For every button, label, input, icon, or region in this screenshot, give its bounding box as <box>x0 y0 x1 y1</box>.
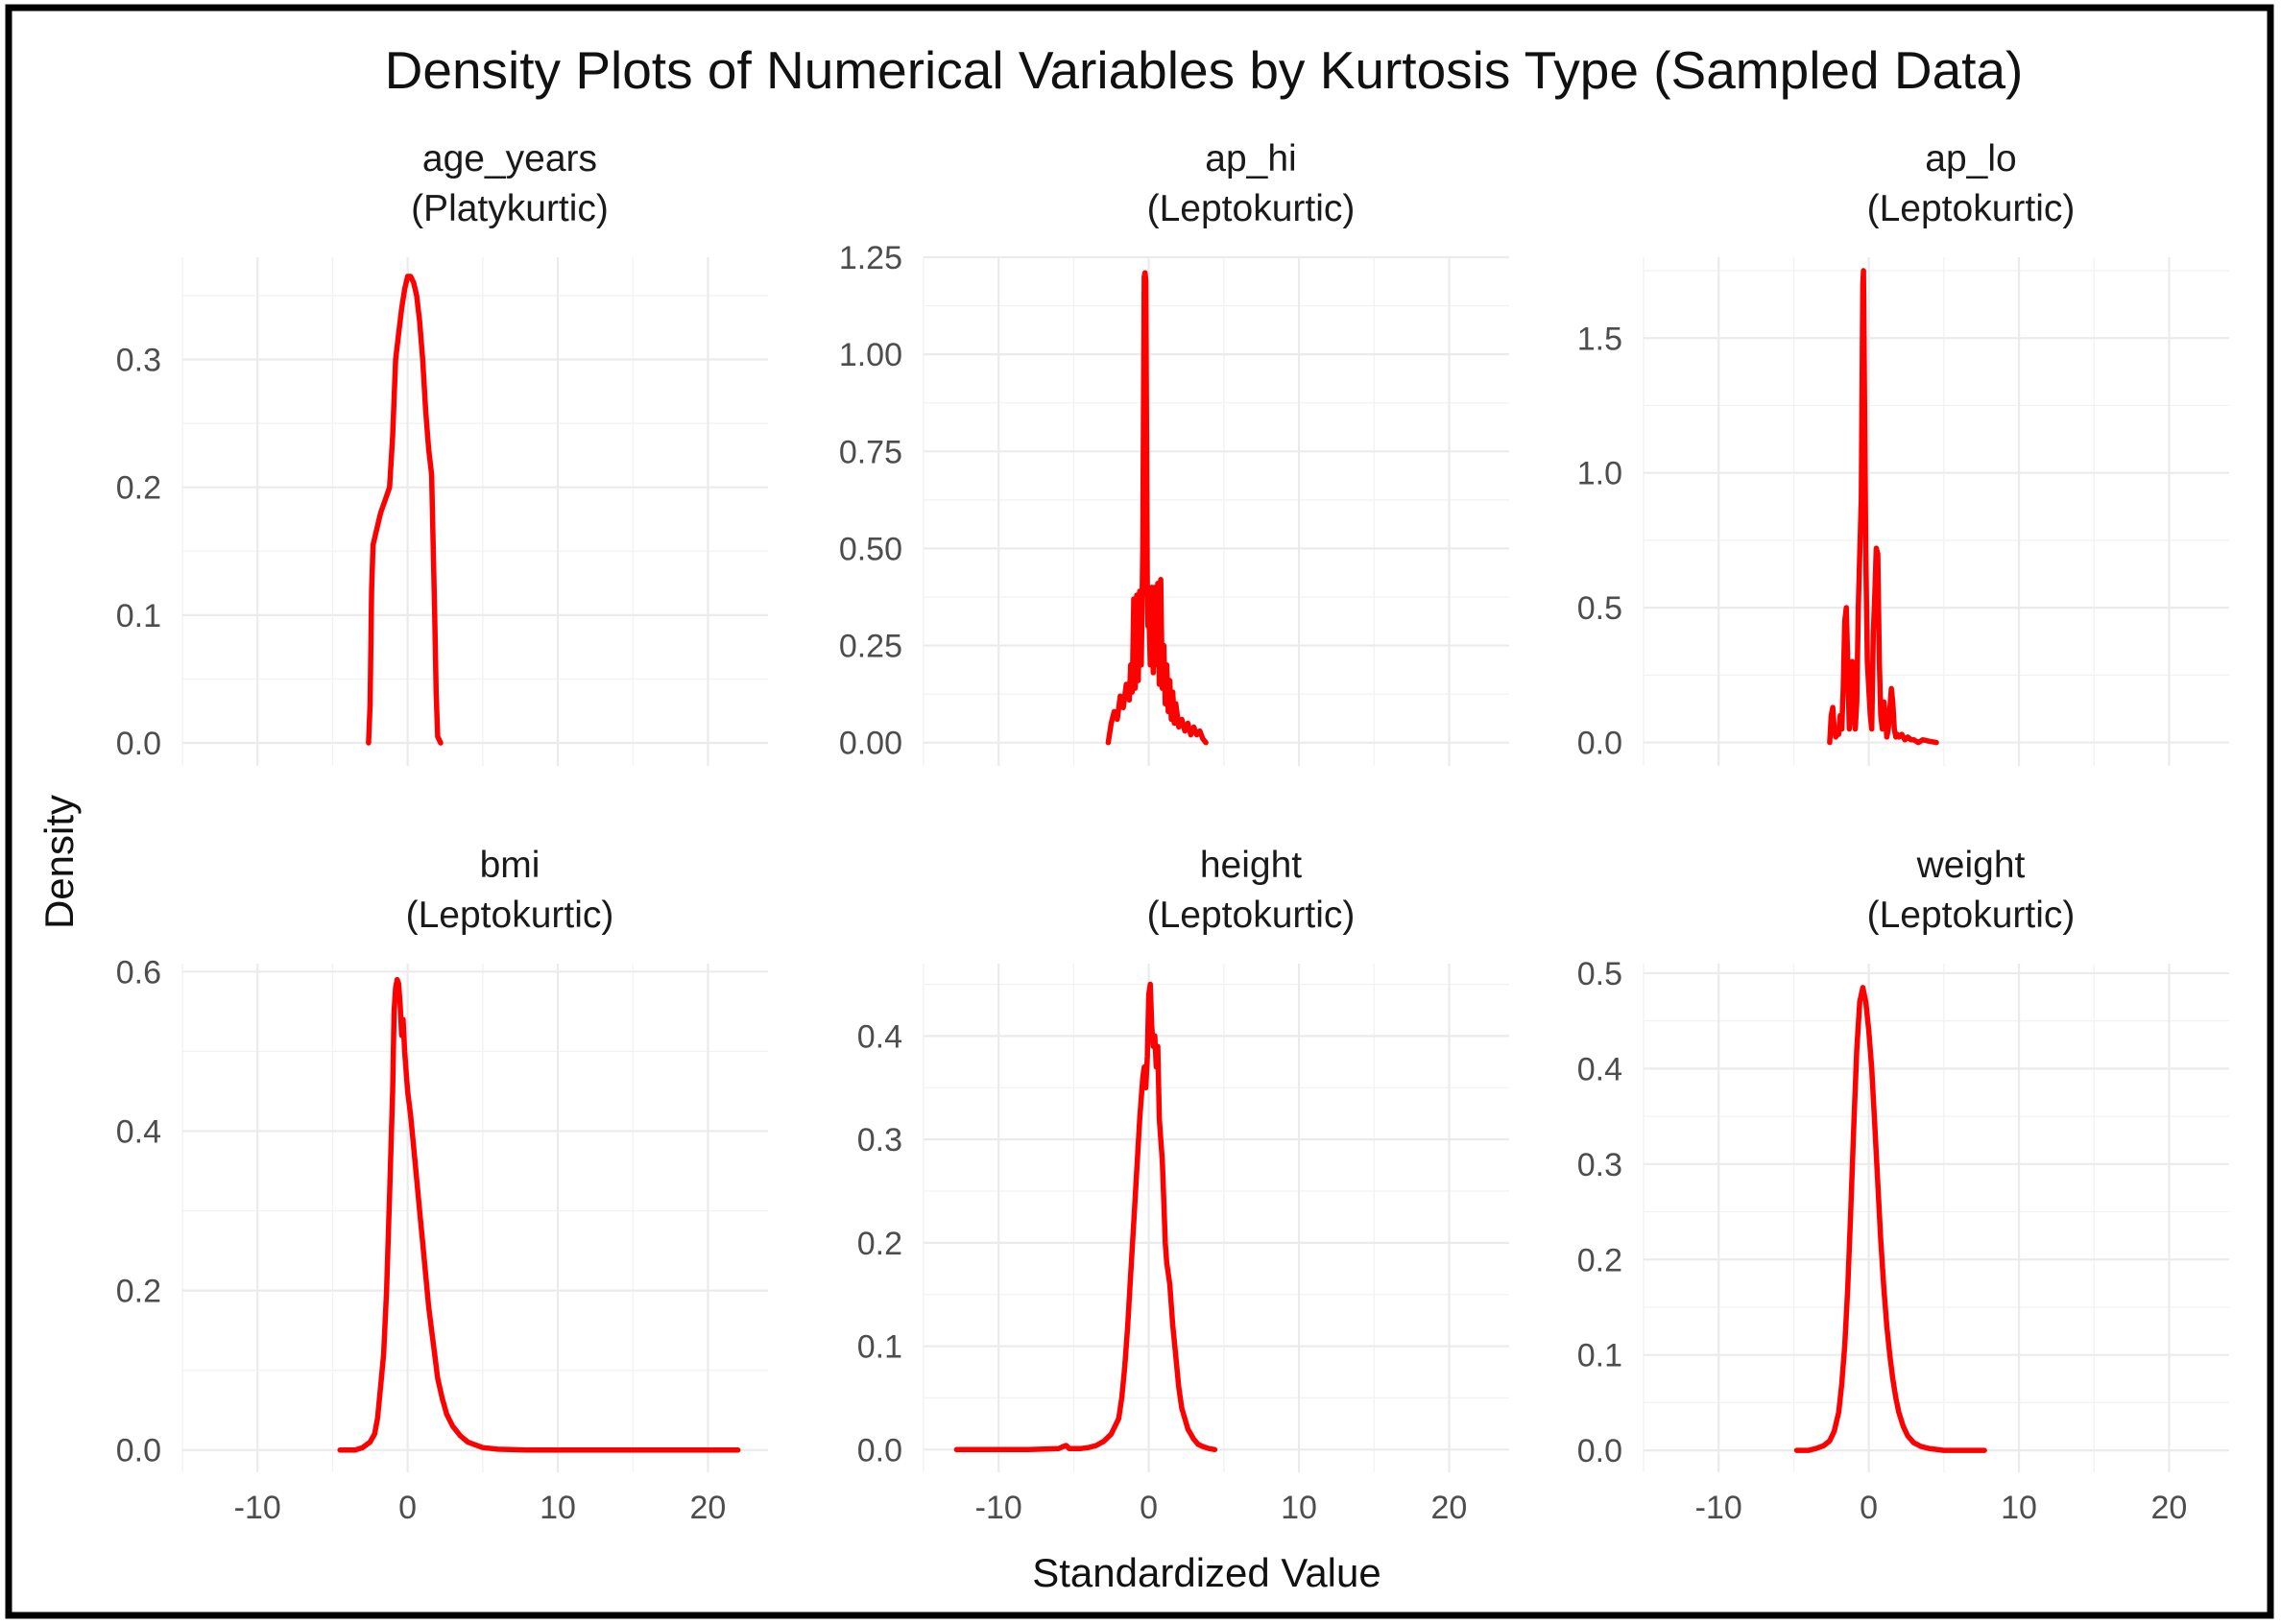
y-tick-label: 0.75 <box>839 434 902 470</box>
facet-variable-label: weight <box>1916 845 2026 886</box>
x-tick-label: 10 <box>1281 1490 1317 1526</box>
density-line-weight <box>1793 985 1987 1453</box>
facet-variable-label: age_years <box>422 138 597 179</box>
y-tick-label: 0.3 <box>1577 1147 1622 1183</box>
x-tick-label: 10 <box>2001 1490 2037 1526</box>
y-tick-label: 0.2 <box>857 1226 902 1262</box>
panel-weight: weight (Leptokurtic) 0.0 0.1 0.2 0.3 0.4 0.5 -10… <box>1577 845 2229 1526</box>
x-tick-label: -10 <box>234 1490 281 1526</box>
x-tick-label: 10 <box>540 1490 576 1526</box>
density-line-height <box>953 981 1218 1453</box>
facet-kurtosis-label: (Leptokurtic) <box>1867 895 2076 936</box>
y-tick-label: 0.1 <box>857 1329 902 1366</box>
x-tick-label: -10 <box>1695 1490 1742 1526</box>
facet-variable-label: ap_lo <box>1925 138 2016 179</box>
facet-variable-label: ap_hi <box>1205 138 1296 179</box>
y-tick-label: 0.3 <box>857 1122 902 1158</box>
x-tick-label: 20 <box>690 1490 727 1526</box>
y-tick-label: 0.0 <box>857 1432 902 1469</box>
y-tick-label: 0.3 <box>116 343 161 379</box>
facet-panels: age_years (Platykurtic) 0.0 0.1 0.2 0.3 ap_hi (… <box>116 138 2229 1526</box>
facet-kurtosis-label: (Leptokurtic) <box>406 895 614 936</box>
x-tick-label: 20 <box>2151 1490 2188 1526</box>
panel-age_years: age_years (Platykurtic) 0.0 0.1 0.2 0.3 <box>116 138 768 766</box>
density-line-bmi <box>337 976 741 1453</box>
facet-kurtosis-label: (Platykurtic) <box>411 188 609 229</box>
density-line-ap_hi <box>1105 270 1209 746</box>
y-axis-title: Density <box>36 795 82 929</box>
y-tick-label: 0.00 <box>839 726 902 762</box>
y-tick-label: 0.0 <box>116 1433 161 1469</box>
y-tick-label: 1.00 <box>839 337 902 373</box>
x-tick-label: 0 <box>1140 1490 1158 1526</box>
y-tick-label: 0.25 <box>839 629 902 665</box>
facet-variable-label: height <box>1200 845 1302 886</box>
y-tick-label: 1.5 <box>1577 321 1622 357</box>
facet-kurtosis-label: (Leptokurtic) <box>1147 188 1356 229</box>
y-tick-label: 0.0 <box>1577 726 1622 762</box>
chart-title: Density Plots of Numerical Variables by … <box>385 40 2024 100</box>
x-tick-label: 20 <box>1431 1490 1468 1526</box>
y-tick-label: 0.4 <box>116 1113 161 1150</box>
y-tick-label: 0.1 <box>116 598 161 634</box>
panel-bmi: bmi (Leptokurtic) 0.0 0.2 0.4 0.6 -10 0 10 20 <box>116 845 768 1526</box>
panel-ap_lo: ap_lo (Leptokurtic) 0.0 0.5 1.0 1.5 <box>1577 138 2229 766</box>
y-tick-label: 0.1 <box>1577 1338 1622 1374</box>
panel-ap_hi: ap_hi (Leptokurtic) 0.00 0.25 0.50 0.75 1.00 1.… <box>839 138 1509 766</box>
facet-kurtosis-label: (Leptokurtic) <box>1867 188 2076 229</box>
panel-height: height (Leptokurtic) 0.0 0.1 0.2 0.3 0.4 -10 0 10… <box>857 845 1509 1526</box>
facet-kurtosis-label: (Leptokurtic) <box>1147 895 1356 936</box>
y-tick-label: 0.5 <box>1577 956 1622 992</box>
density-line-age_years <box>366 274 444 746</box>
x-tick-label: 0 <box>1860 1490 1878 1526</box>
y-tick-label: 0.0 <box>1577 1433 1622 1469</box>
y-tick-label: 0.2 <box>1577 1242 1622 1278</box>
x-tick-label: 0 <box>398 1490 417 1526</box>
y-tick-label: 1.0 <box>1577 456 1622 492</box>
y-tick-label: 0.6 <box>116 954 161 991</box>
y-tick-label: 0.2 <box>116 1274 161 1310</box>
x-axis-title: Standardized Value <box>1032 1550 1381 1595</box>
y-tick-label: 0.4 <box>1577 1051 1622 1087</box>
y-tick-label: 0.4 <box>857 1018 902 1055</box>
figure-border <box>5 4 2274 1619</box>
density-line-ap_lo <box>1827 268 1939 746</box>
x-tick-label: -10 <box>975 1490 1022 1526</box>
y-tick-label: 0.0 <box>116 726 161 762</box>
y-tick-label: 0.5 <box>1577 590 1622 627</box>
y-tick-label: 0.50 <box>839 531 902 567</box>
facet-variable-label: bmi <box>480 845 540 886</box>
y-tick-label: 0.2 <box>116 470 161 507</box>
y-tick-label: 1.25 <box>839 240 902 276</box>
